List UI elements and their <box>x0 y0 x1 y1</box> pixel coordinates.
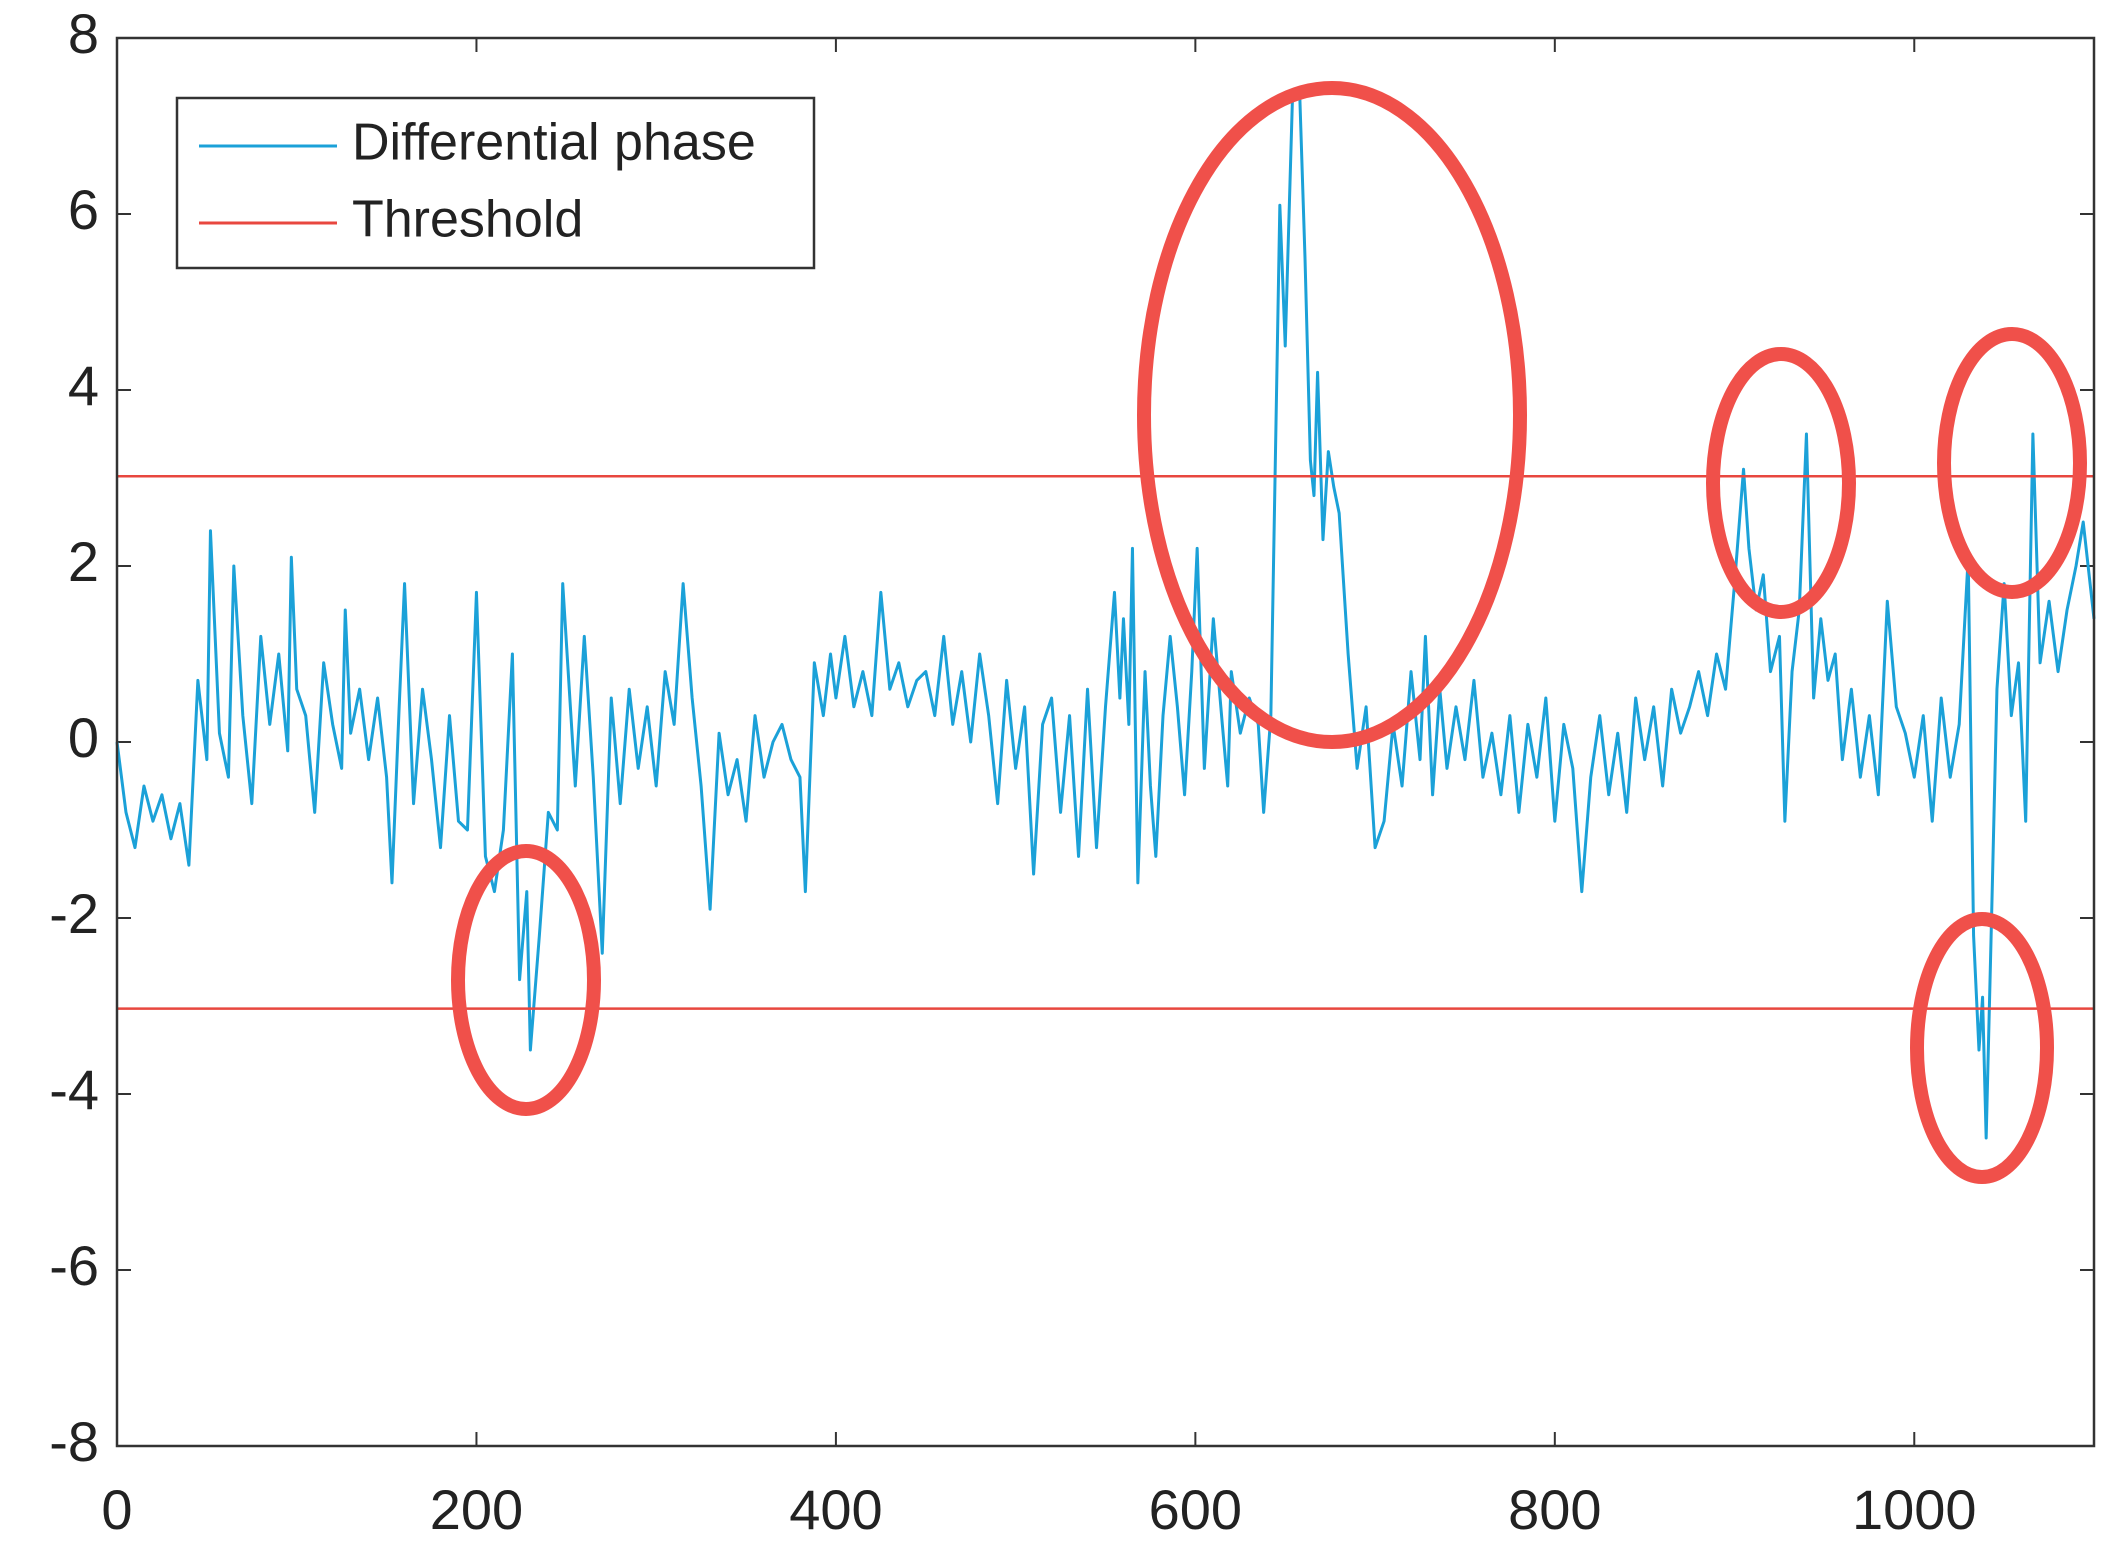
y-tick-label: 2 <box>68 530 99 593</box>
highlight-ellipse <box>1137 81 1527 749</box>
x-tick-label: 0 <box>101 1478 132 1541</box>
x-tick-label: 1000 <box>1852 1478 1977 1541</box>
y-tick-label: 6 <box>68 178 99 241</box>
y-tick-label: -2 <box>49 882 99 945</box>
legend-label: Threshold <box>352 191 583 249</box>
y-tick-label: -6 <box>49 1234 99 1297</box>
y-tick-label: 4 <box>68 354 99 417</box>
x-tick-label: 200 <box>430 1478 523 1541</box>
highlight-ellipse <box>1937 327 2087 599</box>
axes-box <box>115 36 2096 1448</box>
series-line <box>115 89 2096 1140</box>
highlight-ellipse <box>1706 347 1856 619</box>
x-tick-label: 800 <box>1508 1478 1601 1541</box>
series-line <box>117 474 2094 1010</box>
x-tick-label: 400 <box>789 1478 882 1541</box>
y-tick-label: -4 <box>49 1058 99 1121</box>
legend-label: Differential phase <box>352 114 756 172</box>
y-tick-label: 0 <box>68 706 99 769</box>
legend: Differential phase Threshold <box>175 96 816 270</box>
annotations <box>451 81 2087 1184</box>
highlight-ellipse <box>451 844 601 1116</box>
x-tick-label: 600 <box>1149 1478 1242 1541</box>
legend-box <box>175 96 816 270</box>
highlight-ellipse <box>1910 912 2054 1184</box>
plot-layer: -8 -6 -4 -2 0 2 4 6 8 0 200 400 600 800 1000 Differenti… <box>49 2 2096 1541</box>
y-tick-label: 8 <box>68 2 99 65</box>
y-tick-label: -8 <box>49 1410 99 1473</box>
